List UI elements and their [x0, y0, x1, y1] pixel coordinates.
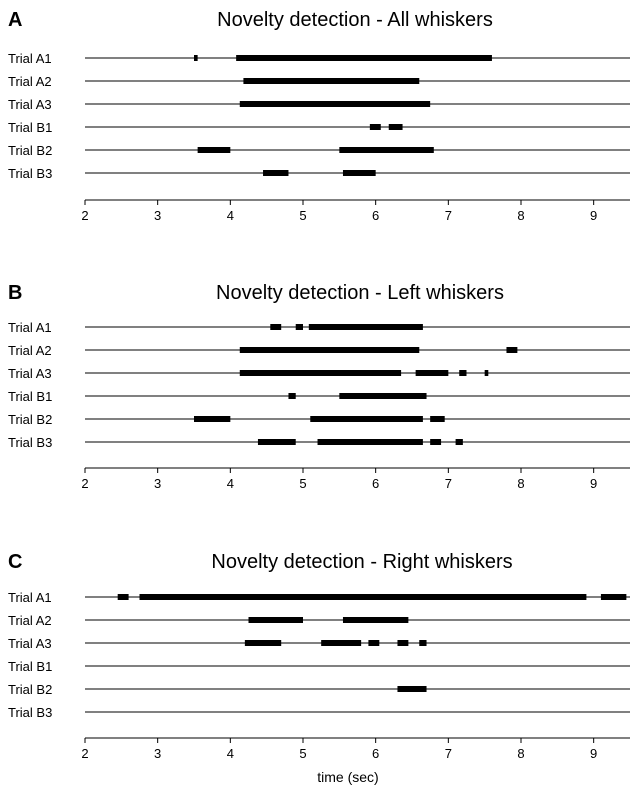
x-tick-label: 2 [81, 208, 88, 223]
x-tick-label: 9 [590, 476, 597, 491]
detection-segment [600, 594, 627, 600]
detection-segment [459, 370, 467, 376]
row-label: Trial A1 [8, 320, 52, 335]
x-tick-label: 3 [154, 208, 161, 223]
detection-segment [239, 101, 431, 107]
row-label: Trial B3 [8, 435, 52, 450]
panel-c: C Novelty detection - Right whiskers tim… [8, 551, 630, 785]
x-tick-label: 8 [517, 746, 524, 761]
x-tick-label: 7 [445, 476, 452, 491]
row-label: Trial B1 [8, 120, 52, 135]
row-label: Trial B2 [8, 143, 52, 158]
detection-segment [397, 686, 427, 692]
detection-segment [369, 124, 381, 130]
detection-segment [295, 324, 303, 330]
detection-segment [244, 640, 282, 646]
detection-segment [248, 617, 303, 623]
row-label: Trial A3 [8, 636, 52, 651]
detection-segment [342, 170, 376, 176]
row-label: Trial B1 [8, 389, 52, 404]
row-label: Trial A2 [8, 74, 52, 89]
x-tick-label: 6 [372, 476, 379, 491]
panel-title: Novelty detection - Left whiskers [216, 282, 504, 304]
row-label: Trial A3 [8, 366, 52, 381]
row-label: Trial A1 [8, 590, 52, 605]
x-tick-label: 5 [299, 746, 306, 761]
detection-segment [430, 416, 445, 422]
panel-b: B Novelty detection - Left whiskers Tria… [8, 282, 630, 491]
detection-segment [243, 78, 420, 84]
row-label: Trial B3 [8, 705, 52, 720]
row-label: Trial A2 [8, 343, 52, 358]
detection-segment [415, 370, 449, 376]
detection-segment [310, 416, 423, 422]
x-tick-label: 5 [299, 208, 306, 223]
row-label: Trial A2 [8, 613, 52, 628]
detection-segment [197, 147, 231, 153]
detection-segment [317, 439, 423, 445]
x-tick-label: 5 [299, 476, 306, 491]
detection-segment [270, 324, 282, 330]
x-tick-label: 6 [372, 208, 379, 223]
x-tick-label: 2 [81, 476, 88, 491]
detection-segment [139, 594, 587, 600]
x-tick-label: 8 [517, 476, 524, 491]
x-tick-label: 7 [445, 208, 452, 223]
detection-segment [321, 640, 362, 646]
panel-letter: C [8, 551, 22, 573]
x-tick-label: 7 [445, 746, 452, 761]
detection-segment [419, 640, 427, 646]
x-axis-label: time (sec) [317, 769, 378, 785]
detection-segment [506, 347, 518, 353]
detection-segment [388, 124, 403, 130]
panel-letter: B [8, 282, 22, 304]
row-label: Trial B2 [8, 412, 52, 427]
panel-title: Novelty detection - Right whiskers [211, 551, 512, 573]
panel-title: Novelty detection - All whiskers [217, 9, 493, 31]
x-tick-label: 3 [154, 746, 161, 761]
row-label: Trial A3 [8, 97, 52, 112]
detection-segment [288, 393, 296, 399]
detection-segment [194, 416, 231, 422]
x-tick-label: 4 [227, 208, 234, 223]
x-tick-label: 4 [227, 476, 234, 491]
x-tick-label: 6 [372, 746, 379, 761]
x-tick-label: 9 [590, 746, 597, 761]
detection-segment [117, 594, 129, 600]
x-tick-label: 8 [517, 208, 524, 223]
row-label: Trial B3 [8, 166, 52, 181]
detection-segment [342, 617, 409, 623]
panel-letter: A [8, 9, 22, 31]
detection-segment [397, 640, 409, 646]
detection-segment [194, 55, 198, 61]
detection-segment [339, 393, 427, 399]
detection-segment [339, 147, 434, 153]
detection-segment [484, 370, 489, 376]
x-tick-label: 3 [154, 476, 161, 491]
detection-segment [239, 347, 420, 353]
row-label: Trial B2 [8, 682, 52, 697]
detection-segment [257, 439, 296, 445]
row-label: Trial B1 [8, 659, 52, 674]
detection-segment [308, 324, 423, 330]
detection-segment [263, 170, 289, 176]
x-tick-label: 4 [227, 746, 234, 761]
detection-segment [239, 370, 402, 376]
x-tick-label: 9 [590, 208, 597, 223]
detection-segment [368, 640, 380, 646]
x-tick-label: 2 [81, 746, 88, 761]
panel-a: A Novelty detection - All whiskers Trial… [8, 9, 630, 223]
detection-segment [430, 439, 442, 445]
row-label: Trial A1 [8, 51, 52, 66]
detection-segment [455, 439, 463, 445]
detection-segment [236, 55, 492, 61]
